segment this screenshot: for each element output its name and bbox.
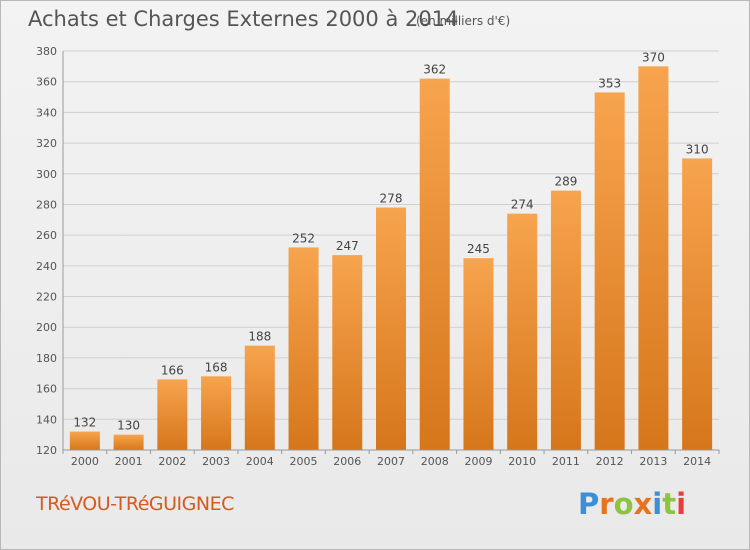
x-tick-label: 2006	[333, 455, 361, 468]
x-tick-label: 2010	[508, 455, 536, 468]
x-tick-label: 2012	[596, 455, 624, 468]
logo-letter: r	[599, 487, 614, 521]
bar	[376, 207, 406, 450]
y-tick-label: 120	[36, 444, 57, 457]
x-tick-label: 2007	[377, 455, 405, 468]
chart-title: Achats et Charges Externes 2000 à 2014	[28, 7, 459, 31]
chart-subtitle: (en milliers d'€)	[416, 14, 511, 28]
proxiti-logo[interactable]: Proxiti	[578, 487, 686, 521]
y-tick-label: 360	[36, 76, 57, 89]
bar-value-label: 252	[292, 231, 315, 245]
bar	[113, 434, 144, 450]
bar	[157, 379, 188, 450]
x-tick-label: 2005	[290, 455, 318, 468]
bar	[332, 255, 363, 450]
axes: 120 140 160 180 200 220 240 260 280 300 320 340 360 3…	[36, 45, 720, 468]
bar-value-label: 289	[554, 175, 577, 189]
bar-value-label: 245	[467, 242, 490, 256]
bar	[244, 345, 275, 450]
x-tick-label: 2004	[246, 455, 274, 468]
bar-value-label: 168	[205, 360, 228, 374]
bar-value-label: 166	[161, 363, 184, 377]
y-tick-label: 220	[36, 291, 57, 304]
bar	[69, 431, 100, 450]
logo-letter: t	[662, 487, 677, 521]
x-tick-label: 2001	[115, 455, 143, 468]
bar	[419, 78, 450, 450]
bar-value-label: 370	[642, 50, 665, 64]
x-tick-label: 2011	[552, 455, 580, 468]
x-tick-label: 2013	[639, 455, 667, 468]
logo-letter: x	[633, 487, 653, 521]
bar-value-label: 353	[598, 76, 621, 90]
x-tick-label: 2008	[421, 455, 449, 468]
y-tick-label: 260	[36, 229, 57, 242]
bar-value-label: 310	[686, 142, 709, 156]
bar-value-label: 278	[380, 192, 403, 206]
x-tick-label: 2014	[683, 455, 711, 468]
logo-letter: i	[676, 487, 687, 521]
x-tick-label: 2009	[464, 455, 492, 468]
x-tick-label: 2003	[202, 455, 230, 468]
bar	[550, 190, 581, 450]
bar-value-label: 362	[423, 63, 446, 77]
bar	[463, 258, 494, 450]
y-tick-label: 300	[36, 168, 57, 181]
logo-letter: i	[652, 487, 663, 521]
bar-value-label: 188	[248, 330, 271, 344]
bars: 132 130 166 168 188 252 247 278 362 245 274 289 353 3…	[69, 50, 713, 450]
bar-value-label: 132	[73, 416, 96, 430]
y-tick-label: 380	[36, 45, 57, 58]
y-tick-label: 200	[36, 321, 57, 334]
y-tick-label: 160	[36, 383, 57, 396]
bar-value-label: 274	[511, 198, 534, 212]
x-tick-label: 2000	[71, 455, 99, 468]
y-tick-label: 240	[36, 260, 57, 273]
bar	[288, 247, 319, 450]
y-tick-label: 180	[36, 352, 57, 365]
x-tick-label: 2002	[158, 455, 186, 468]
bar	[507, 213, 538, 450]
y-tick-label: 340	[36, 106, 57, 119]
bar	[201, 376, 232, 450]
bar-value-label: 130	[117, 419, 140, 433]
town-name: TRéVOU-TRéGUIGNEC	[36, 493, 234, 515]
logo-letter: o	[613, 487, 634, 521]
bar	[638, 66, 669, 450]
y-tick-label: 280	[36, 198, 57, 211]
bar-value-label: 247	[336, 239, 359, 253]
bar	[594, 92, 625, 450]
y-tick-label: 140	[36, 413, 57, 426]
bar	[682, 158, 713, 450]
y-tick-label: 320	[36, 137, 57, 150]
logo-letter: P	[578, 487, 600, 521]
